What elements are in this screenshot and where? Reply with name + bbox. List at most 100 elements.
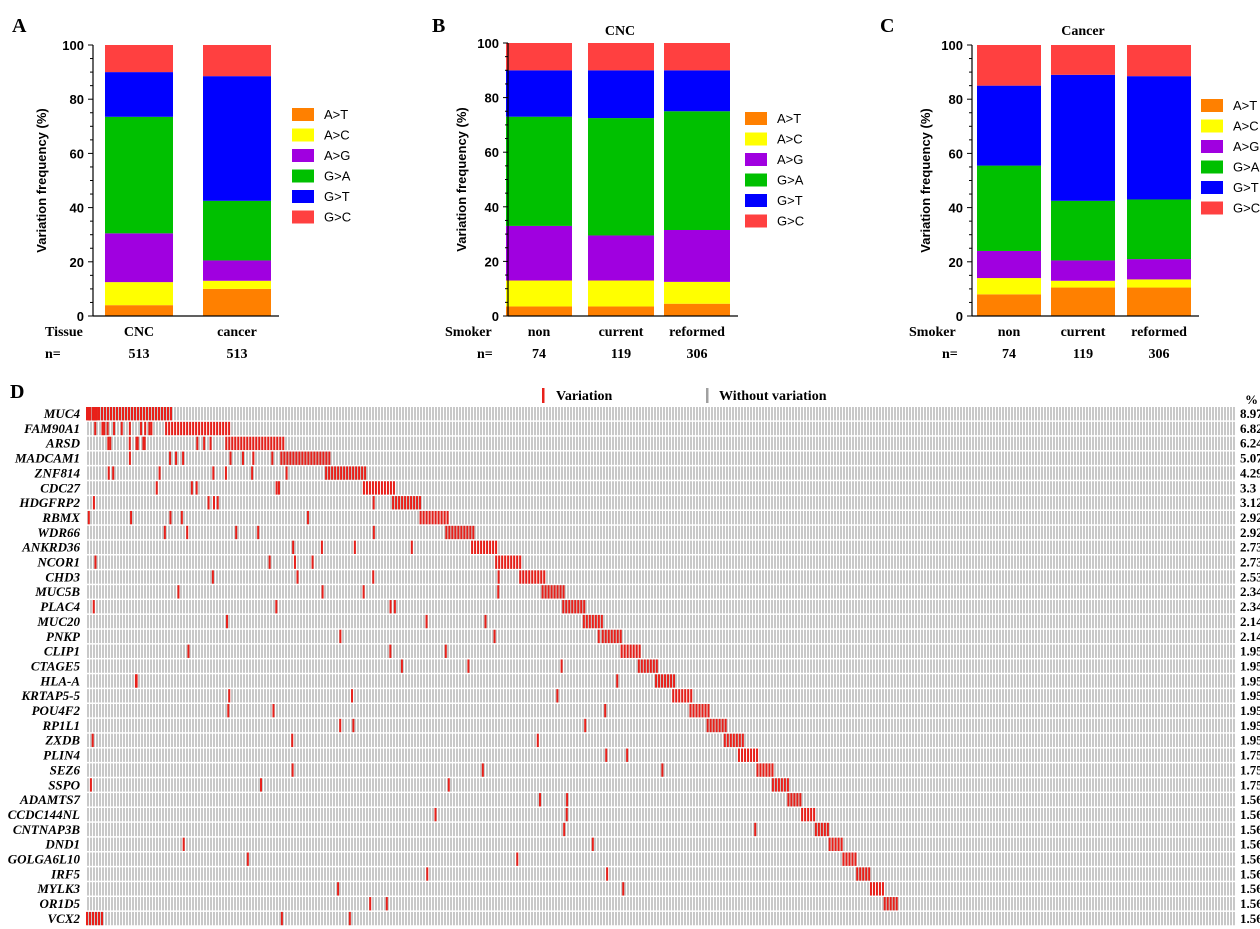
variation-mark: [322, 451, 325, 465]
gene-label: KRTAP5-5: [20, 688, 80, 703]
n-label: 306: [1149, 347, 1170, 362]
legend-swatch: [1201, 99, 1223, 112]
variation-mark: [271, 451, 274, 465]
variation-mark: [687, 689, 690, 703]
variation-mark: [655, 674, 658, 688]
variation-mark: [629, 644, 632, 658]
variation-mark: [92, 600, 95, 614]
percent-label: 2.34: [1240, 599, 1260, 614]
variation-mark: [695, 704, 698, 718]
variation-mark: [392, 496, 395, 510]
variation-mark: [320, 540, 323, 554]
variation-mark: [799, 793, 802, 807]
variation-mark: [380, 481, 383, 495]
variation-mark: [486, 540, 489, 554]
variation-mark: [101, 911, 103, 926]
heatmap-row-MUC5B: [86, 585, 1236, 599]
variation-mark: [738, 733, 741, 748]
variation-mark: [756, 748, 759, 762]
legend-swatch: [1201, 160, 1223, 174]
variation-mark: [401, 496, 404, 510]
percent-header: %: [1245, 392, 1258, 407]
panel-letter-a: A: [12, 15, 27, 37]
bar-segment-non-GtoT: [506, 70, 572, 117]
variation-mark: [519, 555, 522, 569]
variation-mark: [260, 778, 263, 792]
variation-mark: [109, 436, 112, 451]
legend-swatch: [1201, 181, 1223, 194]
variation-mark: [301, 451, 304, 465]
variation-mark: [298, 451, 301, 465]
variation-mark: [216, 496, 219, 510]
gene-label: IRF5: [50, 866, 80, 881]
variation-mark: [152, 407, 154, 421]
variation-mark: [550, 585, 553, 599]
gene-label: SEZ6: [50, 762, 81, 777]
variation-mark: [292, 540, 295, 554]
percent-label: 1.75: [1240, 777, 1260, 792]
variation-mark: [275, 481, 278, 495]
variation-mark: [346, 466, 349, 480]
bar-segment-CNC-AtoT: [105, 305, 173, 316]
variation-mark: [348, 911, 351, 926]
percent-label: 1.95: [1240, 703, 1260, 718]
variation-mark: [842, 852, 845, 866]
variation-mark: [125, 407, 127, 421]
variation-mark: [146, 407, 148, 421]
variation-mark: [690, 689, 693, 703]
gene-label: ADAMTS7: [19, 792, 80, 807]
bar-segment-non-AtoT: [977, 294, 1041, 316]
bar-segment-non-GtoA: [977, 165, 1041, 251]
variation-mark: [144, 421, 147, 436]
percent-label: 1.56: [1240, 792, 1260, 807]
bar-segment-reformed-AtoT: [664, 303, 730, 316]
variation-mark: [562, 600, 565, 614]
variation-mark: [735, 733, 738, 748]
bar-segment-non-AtoC: [506, 280, 572, 307]
bar-segment-cancer-GtoC: [203, 45, 271, 77]
variation-mark: [101, 407, 103, 421]
variation-mark: [466, 525, 469, 540]
percent-label: 2.92: [1240, 510, 1260, 525]
variation-mark: [480, 540, 483, 554]
bar-segment-current-AtoT: [1051, 287, 1115, 316]
heatmap-row-VCX2: [86, 911, 1236, 926]
variation-mark: [594, 614, 597, 629]
variation-mark: [286, 451, 289, 465]
variation-mark: [107, 407, 109, 421]
variation-mark: [471, 540, 474, 554]
percent-label: 4.29: [1240, 465, 1260, 480]
variation-mark: [400, 659, 403, 673]
gene-label: HLA-A: [39, 673, 80, 688]
variation-mark: [110, 407, 112, 421]
variation-mark: [234, 436, 237, 451]
percent-label: 6.82: [1240, 421, 1260, 436]
variation-mark: [721, 718, 724, 733]
variation-mark: [463, 525, 466, 540]
gene-label: PLAC4: [40, 599, 80, 614]
variation-mark: [222, 421, 225, 436]
bar-segment-non-GtoA: [506, 116, 572, 226]
variation-mark: [712, 718, 715, 733]
variation-mark: [437, 510, 440, 525]
variation-mark: [155, 481, 158, 495]
variation-mark: [119, 407, 121, 421]
variation-mark: [623, 644, 626, 658]
heatmap-row-SSPO: [86, 778, 1236, 792]
variation-mark: [369, 897, 372, 911]
variation-mark: [182, 451, 185, 465]
bar-segment-non-AtoC: [977, 278, 1041, 295]
percent-label: 1.56: [1240, 807, 1260, 822]
heatmap-row-SEZ6: [86, 763, 1236, 777]
gene-label: CHD3: [45, 569, 80, 584]
legend-swatch: [745, 153, 767, 166]
variation-mark: [574, 600, 577, 614]
variation-mark: [878, 882, 881, 896]
variation-mark: [187, 644, 190, 658]
percent-label: 1.75: [1240, 748, 1260, 763]
variation-mark: [582, 614, 585, 629]
variation-mark: [164, 407, 166, 421]
variation-mark: [504, 555, 507, 569]
gene-label: ARSD: [45, 436, 81, 451]
